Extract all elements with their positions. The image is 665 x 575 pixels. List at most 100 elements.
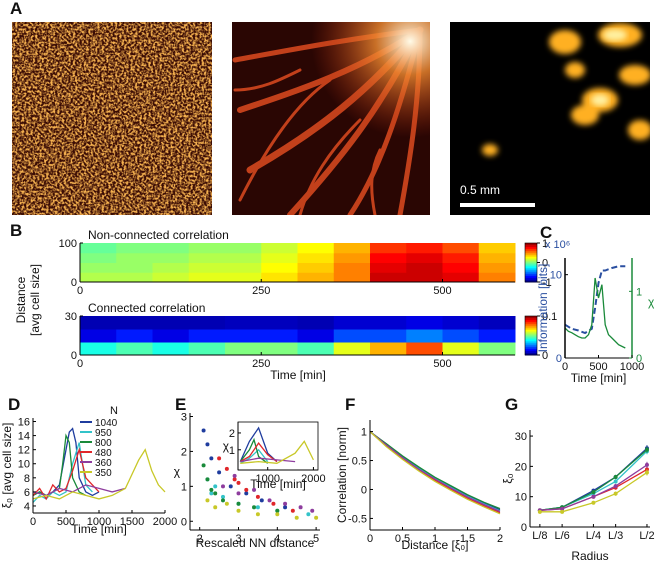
x-tick-label: L/8 (532, 530, 547, 542)
heatmap-cell (152, 262, 190, 273)
series-line (564, 265, 626, 335)
panel-label: G (505, 395, 518, 414)
x-tick-label: L/4 (586, 530, 601, 542)
heatmap-cell (370, 272, 407, 283)
scale-bar-label: 0.5 mm (460, 183, 500, 197)
heatmap-cell (225, 243, 262, 254)
scatter-point (310, 508, 315, 513)
y-axis-label: Correlation [norm] (335, 427, 349, 523)
marker (537, 509, 542, 514)
axes: L/8 L/6 L/4 L/3 L/2 0 10 20 30 (515, 430, 655, 542)
colorbar-step (525, 276, 537, 279)
marker (591, 490, 596, 495)
heatmap-cell (370, 243, 407, 254)
heatmap-cell (188, 329, 226, 343)
heatmap-cell (188, 252, 226, 263)
colorbar-step (525, 339, 537, 342)
x-axis-label: Distance [ξ₀] (401, 538, 468, 552)
heatmap-cell (188, 316, 226, 330)
marker (560, 509, 565, 514)
scatter-point (255, 505, 260, 510)
y-tick-label: 30 (65, 311, 77, 323)
colorbar-step (525, 321, 537, 325)
panel-label: E (175, 395, 186, 414)
chart: 0.1 0 Connected correlation 0 250 500 0 30 Time … (14, 264, 557, 382)
heatmap-cell (442, 272, 480, 283)
colorbar-step (525, 280, 537, 283)
y-tick-label: 10 (515, 492, 527, 504)
axes: 2 3 4 5 0 1 2 3 (181, 411, 320, 545)
heatmap-cell (152, 243, 190, 254)
x-tick-label: 1500 (120, 516, 144, 528)
heatmap-cell (152, 342, 190, 356)
scatter-point (252, 505, 257, 510)
series-line (369, 431, 501, 513)
y-tick-label: 4 (24, 501, 30, 513)
y-tick-label: -0.5 (348, 513, 367, 525)
marker (560, 506, 565, 511)
y-axis-label: Information [bits] (536, 264, 550, 353)
heatmap-cell (116, 262, 153, 273)
heatmap-cell (333, 262, 371, 273)
heatmap-cell (406, 272, 443, 283)
heatmap-cell (80, 262, 117, 273)
heatmap-cell (116, 252, 153, 263)
scatter-point (224, 466, 229, 471)
scatter-point (255, 494, 260, 499)
marker (644, 470, 649, 475)
x-axis-label: Radius (571, 549, 608, 563)
colorbar-step (525, 244, 537, 248)
heatmap-cell (370, 342, 407, 356)
y-tick-label: 2 (181, 446, 187, 458)
heatmap-cell (80, 329, 117, 343)
colorbar-step (525, 325, 537, 329)
colorbar-step (525, 262, 537, 265)
x-tick-label: L/6 (554, 530, 569, 542)
heatmap-cell (478, 243, 516, 254)
x-tick-label: 2000 (153, 516, 177, 528)
heatmap-title: Non-connected correlation (88, 228, 229, 242)
x-tick-label: 250 (252, 358, 270, 370)
colorbar-step (525, 260, 537, 263)
y-tick-label: 0.5 (352, 456, 367, 468)
chart: 0 500 1000 1500 2000 4 6 8 10 12 14 16 Time [min] ξ₀ … (0, 405, 177, 536)
heatmap-cell (297, 329, 335, 343)
heatmap-cell (406, 243, 443, 254)
image-a2 (232, 22, 430, 215)
y-axis-label: [avg cell size] (28, 264, 42, 336)
scatter-point (209, 456, 214, 461)
panel-label: C (540, 223, 552, 242)
y-multiplier: x 10⁶ (545, 239, 570, 251)
heatmap-cell (297, 316, 335, 330)
colorbar-step (525, 341, 537, 344)
scatter-point (224, 501, 229, 506)
colorbar-step (525, 316, 537, 319)
scatter-point (205, 442, 210, 447)
legend-label: 350 (95, 468, 112, 479)
heatmap-cell (370, 329, 407, 343)
colorbar-step (525, 254, 537, 258)
heatmap-cell (442, 243, 480, 254)
y-tick-label: 3 (181, 411, 187, 423)
scatter-point (259, 498, 264, 503)
heatmap-cell (261, 272, 298, 283)
y-tick-label: 10 (18, 459, 30, 471)
heatmap-cell (406, 342, 443, 356)
heatmap-cell (370, 316, 407, 330)
colorbar-step (525, 268, 537, 271)
y-tick-label: 0 (71, 350, 77, 362)
y2-tick-label: 1 (636, 286, 642, 298)
scatter-point (236, 501, 241, 506)
heatmap-cell (188, 272, 226, 283)
y-tick-label: 20 (515, 461, 527, 473)
heatmap-cell (80, 252, 117, 263)
heatmap-cell (116, 316, 153, 330)
heatmap-cell (80, 243, 117, 254)
x-axis-label: Time [min] (270, 368, 326, 382)
legend-title: N (110, 405, 118, 417)
colorbar-step (525, 353, 537, 356)
heatmap-cell (297, 262, 335, 273)
heatmap-cell (478, 342, 516, 356)
marker (644, 462, 649, 467)
